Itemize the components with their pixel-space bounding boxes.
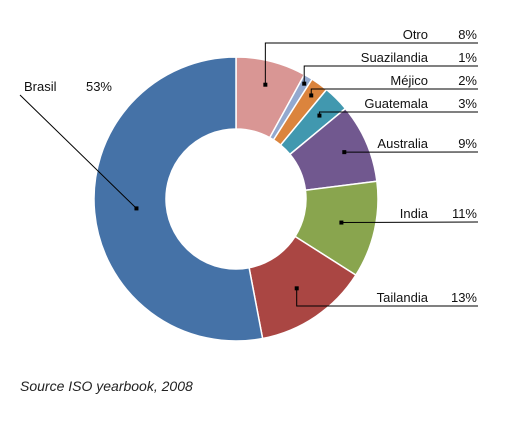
label-percent-otro: 8% xyxy=(458,27,477,42)
leader-dot-mjico xyxy=(309,93,314,98)
label-name-brasil: Brasil xyxy=(24,79,57,94)
label-percent-mjico: 2% xyxy=(458,73,477,88)
donut-slices xyxy=(93,56,379,342)
label-percent-guatemala: 3% xyxy=(458,96,477,111)
leader-line-brasil xyxy=(19,94,137,209)
leader-line-tailandia xyxy=(296,288,478,307)
leader-dot-tailandia xyxy=(294,286,299,291)
label-name-india: India xyxy=(400,206,429,221)
leader-line-otro xyxy=(264,42,478,85)
label-name-otro: Otro xyxy=(403,27,428,42)
label-percent-brasil: 53% xyxy=(86,79,112,94)
leader-line-india xyxy=(341,221,479,224)
leader-dot-australia xyxy=(342,150,347,155)
label-percent-tailandia: 13% xyxy=(451,290,477,305)
leader-line-suazilandia xyxy=(303,65,478,84)
leader-dot-suazilandia xyxy=(302,81,307,86)
source-note: Source ISO yearbook, 2008 xyxy=(20,378,193,394)
leader-lines xyxy=(19,42,479,307)
label-percent-australia: 9% xyxy=(458,136,477,151)
label-name-australia: Australia xyxy=(377,136,428,151)
label-name-guatemala: Guatemala xyxy=(364,96,428,111)
leader-dot-india xyxy=(339,220,344,225)
label-percent-suazilandia: 1% xyxy=(458,50,477,65)
leader-dot-brasil xyxy=(134,206,139,211)
leader-dot-guatemala xyxy=(317,113,322,118)
label-name-suazilandia: Suazilandia xyxy=(361,50,429,65)
leader-dot-otro xyxy=(263,82,268,87)
label-percent-india: 11% xyxy=(452,206,477,221)
slice-brasil xyxy=(93,56,264,342)
label-name-mjico: Méjico xyxy=(390,73,428,88)
label-name-tailandia: Tailandia xyxy=(377,290,429,305)
slice-labels: Brasil 53% Tailandia 13% India 11% Australia 9%… xyxy=(24,27,477,305)
leader-line-mjico xyxy=(310,88,478,96)
